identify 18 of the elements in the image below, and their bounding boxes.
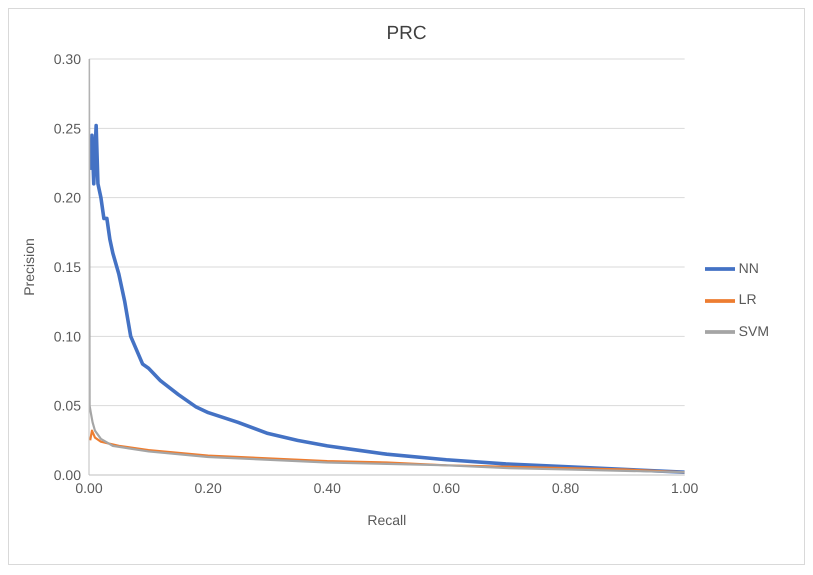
x-tick-label: 0.40 xyxy=(314,480,342,496)
legend-label: LR xyxy=(738,291,757,308)
x-tick-label: 1.00 xyxy=(671,480,698,496)
y-tick-label: 0.20 xyxy=(54,190,82,206)
legend-label: SVM xyxy=(738,322,769,339)
legend-label: NN xyxy=(738,260,759,276)
x-tick-label: 0.80 xyxy=(552,480,580,496)
y-tick-label: 0.05 xyxy=(54,398,82,414)
y-tick-label: 0.15 xyxy=(54,258,82,275)
y-tick-label: 0.10 xyxy=(54,328,82,344)
y-tick-label: 0.25 xyxy=(54,120,82,136)
chart-title: PRC xyxy=(385,23,428,45)
x-axis-title: Recall xyxy=(367,512,406,528)
x-tick-label: 0.20 xyxy=(194,480,222,496)
x-tick-label: 0.60 xyxy=(432,480,460,496)
y-axis-title: Precision xyxy=(20,238,37,296)
y-tick-label: 0.30 xyxy=(54,50,82,67)
line-series xyxy=(89,59,685,474)
